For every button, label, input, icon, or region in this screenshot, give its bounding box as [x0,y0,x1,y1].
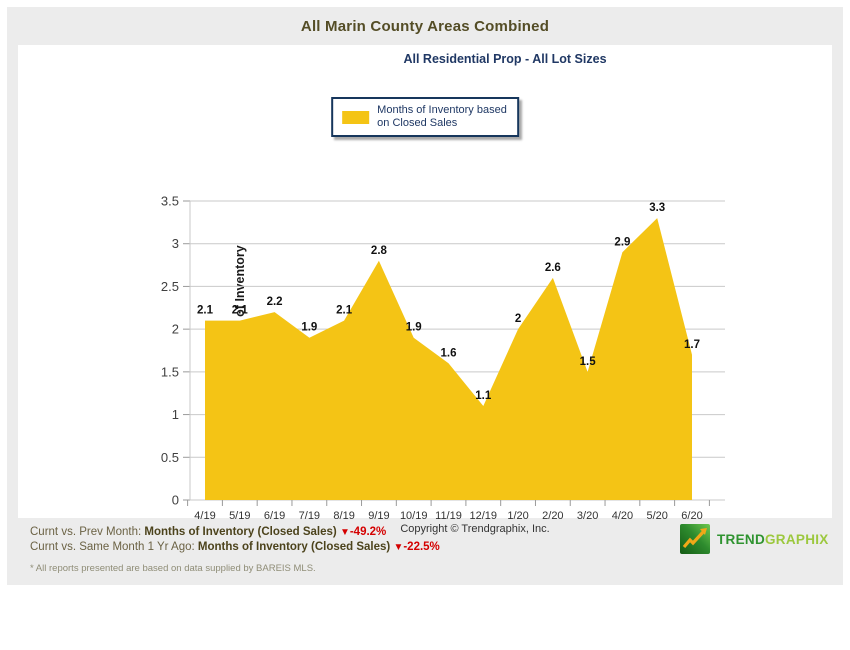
data-label: 1.9 [301,322,317,334]
chart-subtitle: All Residential Prop - All Lot Sizes [403,52,607,66]
x-tick-label: 11/19 [435,510,462,522]
page-title: All Marin County Areas Combined [300,17,550,35]
data-label: 2.6 [545,262,561,274]
down-triangle-icon: ▼ [339,527,350,538]
legend-label-line2: on Closed Sales [377,117,458,129]
data-label: 2.2 [267,296,283,308]
x-tick-label: 6/20 [681,510,702,522]
y-tick-label: 3.5 [161,194,179,209]
data-label: 3.3 [649,202,665,214]
data-label: 1.7 [684,339,700,351]
trendgraphix-logo-icon [680,524,710,554]
stat-line-prev-month: Curnt vs. Prev Month: Months of Inventor… [30,525,440,540]
data-label: 2.1 [232,305,249,317]
title-bar: All Marin County Areas Combined [7,7,843,45]
footnote: * All reports presented are based on dat… [30,563,316,574]
legend-swatch-yellow [342,110,370,124]
data-label: 1.6 [441,347,457,359]
x-tick-label: 2/20 [542,510,563,522]
y-tick-label: 2 [172,322,179,337]
x-tick-label: 5/19 [229,510,250,522]
x-tick-label: 8/19 [333,510,354,522]
stat-metric: Months of Inventory (Closed Sales) [197,541,394,553]
stat-line-year-ago: Curnt vs. Same Month 1 Yr Ago: Months of… [30,540,440,555]
trendgraphix-logo: TRENDGRAPHIX [680,524,829,554]
x-tick-label: 7/19 [299,510,320,522]
data-label: 2.1 [336,305,353,317]
data-label: 2 [515,313,521,325]
x-tick-label: 1/20 [507,510,528,522]
data-label: 2.1 [197,305,214,317]
down-triangle-icon: ▼ [393,542,404,553]
stat-change-value: -49.2% [349,526,387,538]
legend-label: Months of Inventory based on Closed Sale… [377,104,507,130]
x-tick-label: 12/19 [470,510,498,522]
logo-trend-text: TREND [717,531,765,547]
x-tick-label: 9/19 [368,510,389,522]
x-tick-label: 4/20 [612,510,633,522]
y-tick-label: 3 [172,236,179,251]
x-tick-label: 10/19 [400,510,428,522]
chart-svg: 0 0.5 1 1.5 2 2.5 3 3.5 2.1 4/19 2.1 5/19 2.2 6/19 1.9… [161,194,725,522]
data-label: 2.9 [614,236,630,248]
data-label: 1.5 [580,356,597,368]
y-tick-label: 0.5 [161,450,179,465]
chart-panel: All Residential Prop - All Lot Sizes Mon… [18,45,832,535]
legend-box: Months of Inventory based on Closed Sale… [331,97,519,137]
data-label: 1.1 [475,390,492,402]
y-tick-label: 1.5 [161,364,179,379]
x-tick-label: 4/19 [194,510,215,522]
stat-label: Curnt vs. Same Month 1 Yr Ago: [30,541,198,553]
stat-label: Curnt vs. Prev Month: [30,526,145,538]
y-tick-label: 2.5 [161,279,179,294]
x-tick-label: 5/20 [647,510,668,522]
stats-block: Curnt vs. Prev Month: Months of Inventor… [30,525,440,555]
stat-metric: Months of Inventory (Closed Sales) [144,526,340,538]
data-label: 1.9 [406,322,422,334]
stat-change-value: -22.5% [403,541,440,553]
logo-graphix-text: GRAPHIX [765,531,829,547]
x-tick-label: 6/19 [264,510,285,522]
trendgraphix-logo-text: TRENDGRAPHIX [717,532,829,547]
y-tick-label: 0 [172,493,179,508]
y-tick-label: 1 [172,407,179,422]
area-series-months-of-inventory [205,218,692,500]
copyright-line: Copyright © Trendgraphix, Inc. [400,523,550,535]
legend-label-line1: Months of Inventory based [377,104,507,116]
data-label: 2.8 [371,245,388,257]
x-tick-label: 3/20 [577,510,598,522]
